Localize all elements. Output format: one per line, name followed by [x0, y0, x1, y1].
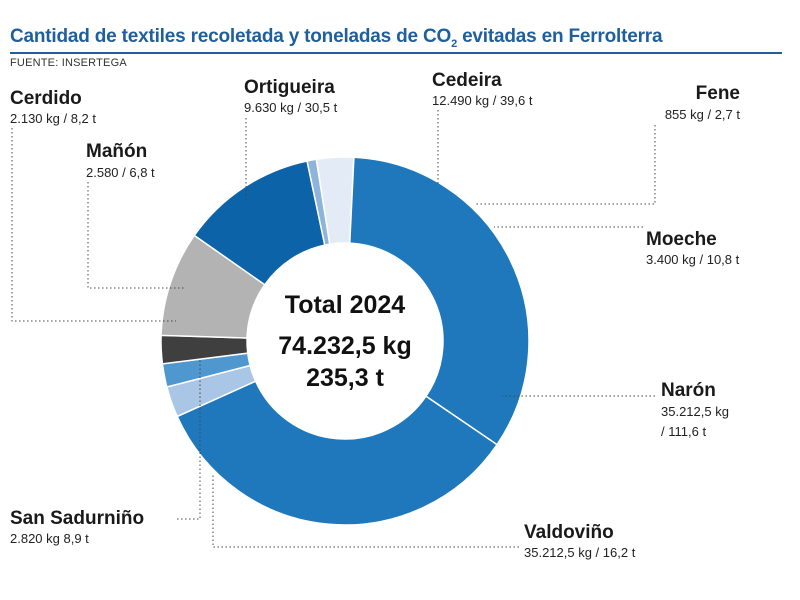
label-moeche-value: 3.400 kg / 10,8 t [646, 252, 740, 267]
slice-ortigueira [160, 234, 266, 339]
label-cedeira-value: 12.490 kg / 39,6 t [432, 93, 533, 108]
label-cedeira-name: Cedeira [432, 70, 502, 91]
label-manon-name: Mañón [86, 141, 147, 162]
leader-manon [87, 182, 184, 289]
label-fene-name: Fene [696, 83, 740, 104]
label-san-sadurnino-name: San Sadurniño [10, 508, 144, 529]
center-total-kg: 74.232,5 kg [278, 332, 411, 360]
label-cerdido-name: Cerdido [10, 88, 82, 109]
center-total-label: Total 2024 [285, 291, 406, 319]
label-cerdido-value: 2.130 kg / 8,2 t [10, 111, 96, 126]
slice-naron [348, 156, 530, 446]
label-valdovino-name: Valdoviño [524, 522, 614, 543]
title-subscript: 2 [451, 37, 457, 50]
label-moeche-name: Moeche [646, 229, 717, 250]
label-manon-value: 2.580 / 6,8 t [86, 165, 155, 180]
label-valdovino-value: 35.212,5 kg / 16,2 t [524, 545, 636, 560]
center-total-t: 235,3 t [306, 364, 385, 392]
label-san-sadurnino-value: 2.820 kg 8,9 t [10, 531, 89, 546]
label-ortigueira-name: Ortigueira [244, 77, 335, 98]
title-end: evitadas en Ferrolterra [456, 26, 663, 47]
leader-cerdido [11, 128, 176, 322]
chart-title: Cantidad de textiles recoletada y tonela… [10, 26, 663, 50]
slice-valdovino [176, 380, 499, 526]
source-note: FUENTE: INSERTEGA [10, 57, 127, 69]
label-naron-value-2: / 111,6 t [661, 424, 706, 439]
leader-lines [11, 110, 656, 548]
title-main: Cantidad de textiles recoletada y tonela… [10, 26, 452, 47]
label-naron-name: Narón [661, 380, 716, 401]
leader-fene [476, 125, 656, 205]
label-ortigueira-value: 9.630 kg / 30,5 t [244, 100, 338, 115]
title-rule [10, 52, 782, 54]
label-naron-value: 35.212,5 kg [661, 404, 729, 419]
donut-slices [160, 156, 530, 526]
label-fene-value: 855 kg / 2,7 t [665, 107, 741, 122]
